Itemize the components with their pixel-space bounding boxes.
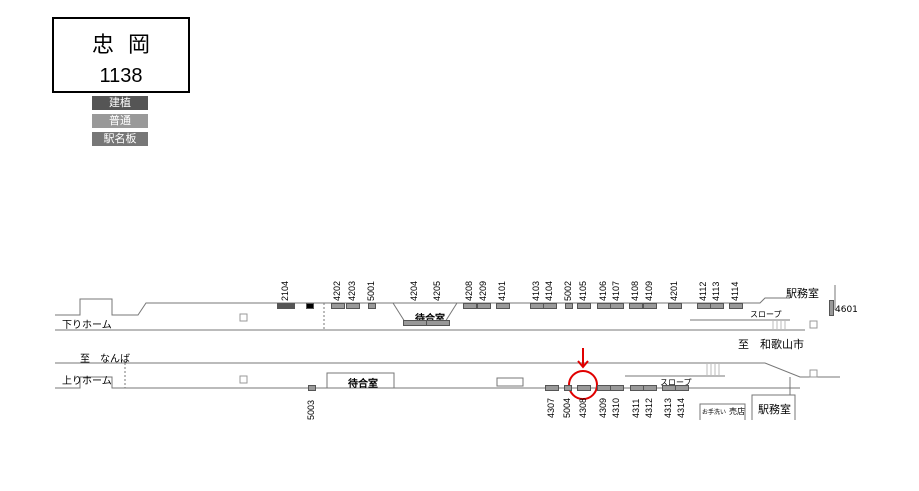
- board-label: 4113: [711, 281, 721, 301]
- board-label: 5002: [563, 280, 573, 301]
- board-label: 4201: [669, 280, 679, 301]
- down-platform-label: 下りホーム: [62, 320, 112, 331]
- board-label: 4208: [464, 280, 474, 301]
- board-label: 4104: [544, 280, 554, 301]
- board-label: 4308: [578, 397, 588, 418]
- board-label: 5004: [562, 397, 572, 418]
- board-5004: [564, 385, 572, 391]
- board-4209: [477, 303, 491, 309]
- board-4310: [610, 385, 624, 391]
- board-4103: [530, 303, 544, 309]
- board-4104: [543, 303, 557, 309]
- board-4313: [662, 385, 676, 391]
- board-label: 4205: [432, 280, 442, 301]
- board-label: 5001: [366, 280, 376, 301]
- pillar-marker: [306, 303, 314, 309]
- legend-normal: 普通: [92, 114, 148, 128]
- up-slope: スロープ: [660, 378, 692, 387]
- board-label: 4307: [546, 397, 556, 418]
- board-label: 4106: [598, 280, 608, 301]
- board-4113: [710, 303, 724, 309]
- board-4109: [643, 303, 657, 309]
- board-label: 4312: [644, 397, 654, 418]
- up-platform-label: 上りホーム: [62, 376, 112, 387]
- shop: 売店: [729, 407, 745, 416]
- board-label: 4101: [497, 280, 507, 301]
- down-waiting-room: 待合室: [415, 310, 445, 325]
- board-label: 2104: [280, 280, 290, 301]
- legend-pillar: 建植: [92, 96, 148, 110]
- board-label: 4109: [644, 280, 654, 301]
- up-waiting-room: 待合室: [348, 379, 378, 390]
- board-label: 4108: [630, 280, 640, 301]
- board-5003: [308, 385, 316, 391]
- station-title-box: 忠岡 1138: [52, 17, 190, 93]
- board-5002: [565, 303, 573, 309]
- board-4204: [403, 320, 427, 326]
- board-4309: [597, 385, 611, 391]
- board-label: 4310: [611, 397, 621, 418]
- board-4101: [496, 303, 510, 309]
- board-4112: [697, 303, 711, 309]
- board-4208: [463, 303, 477, 309]
- board-label: 4107: [611, 280, 621, 301]
- board-5001: [368, 303, 376, 309]
- board-label: 4114: [730, 281, 740, 301]
- board-4311: [630, 385, 644, 391]
- down-direction: 至 和歌山市: [738, 338, 804, 351]
- board-label: 4204: [409, 280, 419, 301]
- board-4205: [426, 320, 450, 326]
- board-4201: [668, 303, 682, 309]
- board-label: 4209: [478, 280, 488, 301]
- board-4202: [331, 303, 345, 309]
- board-4314: [675, 385, 689, 391]
- up-office: 駅務室: [758, 403, 791, 416]
- toilet: お手洗い: [702, 409, 727, 416]
- station-name: 忠岡: [91, 33, 164, 58]
- board-label: 4311: [631, 398, 641, 418]
- board-4307: [545, 385, 559, 391]
- board-label: 4309: [598, 397, 608, 418]
- board-4114: [729, 303, 743, 309]
- board-4107: [610, 303, 624, 309]
- down-slope: スロープ: [750, 310, 782, 319]
- board-label: 4313: [663, 397, 673, 418]
- board-label: 4202: [332, 280, 342, 301]
- board-4312: [643, 385, 657, 391]
- board-label: 5003: [306, 399, 316, 420]
- board-label: 4112: [698, 281, 708, 301]
- board-4308: [577, 385, 591, 391]
- station-code: 1138: [99, 65, 143, 87]
- legend-station-sign: 駅名板: [92, 132, 148, 146]
- board-label: 4203: [347, 280, 357, 301]
- down-office: 駅務室: [786, 287, 819, 300]
- board-label: 4105: [578, 280, 588, 301]
- board-2104: [277, 303, 295, 309]
- board-label: 4314: [676, 397, 686, 418]
- board-label: 4103: [531, 280, 541, 301]
- side-board: [829, 300, 834, 316]
- board-4108: [629, 303, 643, 309]
- board-4203: [346, 303, 360, 309]
- board-4106: [597, 303, 611, 309]
- board-4105: [577, 303, 591, 309]
- up-direction: 至 なんば: [80, 354, 130, 365]
- side-board-label: 4601: [835, 305, 858, 315]
